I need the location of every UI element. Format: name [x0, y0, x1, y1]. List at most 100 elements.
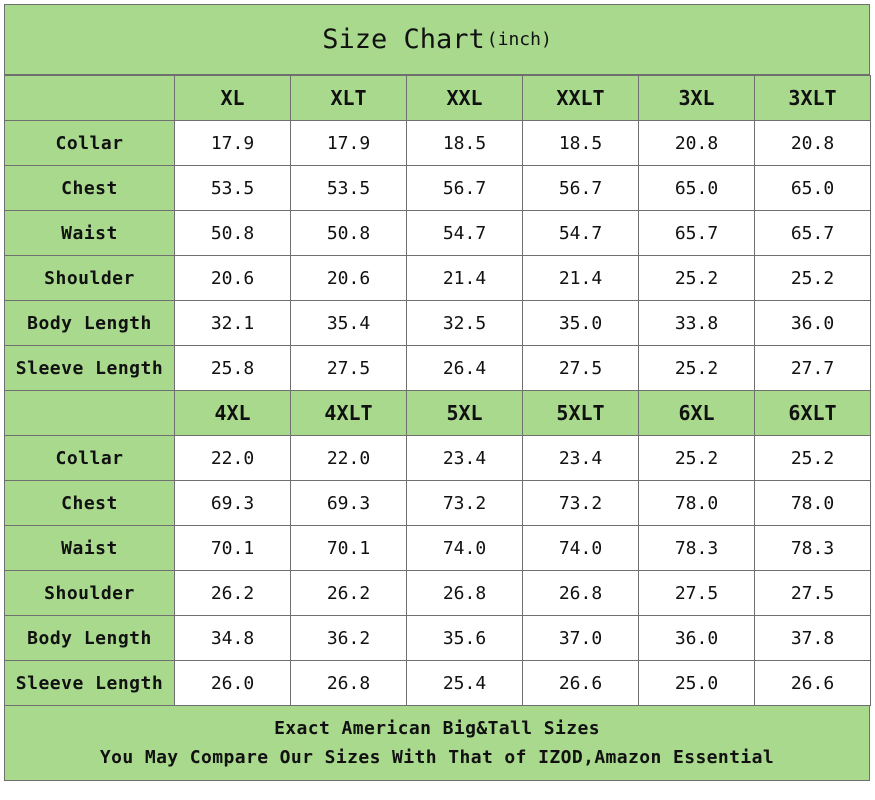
size-header-cell: 5XLT	[522, 390, 639, 436]
measurement-value: 36.2	[290, 615, 407, 661]
measurement-value: 26.8	[406, 570, 523, 616]
measurement-value: 32.5	[406, 300, 523, 346]
measurement-value: 26.6	[522, 660, 639, 706]
table-row: Shoulder 26.2 26.2 26.8 26.8 27.5 27.5	[4, 570, 871, 616]
measurement-value: 18.5	[406, 120, 523, 166]
measurement-value: 65.0	[638, 165, 755, 211]
table-row: Waist 70.1 70.1 74.0 74.0 78.3 78.3	[4, 525, 871, 571]
measurement-value: 69.3	[290, 480, 407, 526]
measurement-value: 54.7	[406, 210, 523, 256]
measurement-value: 25.2	[754, 435, 871, 481]
measurement-label: Chest	[4, 165, 175, 211]
measurement-label: Waist	[4, 525, 175, 571]
measurement-value: 26.8	[290, 660, 407, 706]
header-corner-cell	[4, 390, 175, 436]
measurement-value: 65.7	[638, 210, 755, 256]
measurement-label: Sleeve Length	[4, 660, 175, 706]
measurement-value: 69.3	[174, 480, 291, 526]
measurement-value: 26.2	[174, 570, 291, 616]
measurement-value: 53.5	[290, 165, 407, 211]
table-row: Collar 17.9 17.9 18.5 18.5 20.8 20.8	[4, 120, 871, 166]
measurement-value: 20.8	[754, 120, 871, 166]
measurement-value: 73.2	[406, 480, 523, 526]
measurement-value: 78.3	[754, 525, 871, 571]
size-header-row: 4XL 4XLT 5XL 5XLT 6XL 6XLT	[4, 390, 871, 436]
measurement-label: Shoulder	[4, 255, 175, 301]
size-header-cell: XXL	[406, 75, 523, 121]
footer-line-1: Exact American Big&Tall Sizes	[274, 718, 600, 739]
size-header-cell: 6XL	[638, 390, 755, 436]
measurement-value: 65.7	[754, 210, 871, 256]
measurement-value: 78.0	[638, 480, 755, 526]
measurement-value: 36.0	[754, 300, 871, 346]
measurement-value: 35.6	[406, 615, 523, 661]
measurement-value: 25.2	[638, 435, 755, 481]
size-chart: Size Chart (inch) XL XLT XXL XXLT 3XL 3XLT Coll…	[4, 4, 871, 796]
measurement-value: 23.4	[522, 435, 639, 481]
measurement-value: 33.8	[638, 300, 755, 346]
size-table: XL XLT XXL XXLT 3XL 3XLT Collar 17.9 17.9 18.5 18.…	[4, 75, 871, 706]
header-corner-cell	[4, 75, 175, 121]
size-header-cell: XL	[174, 75, 291, 121]
measurement-value: 70.1	[290, 525, 407, 571]
measurement-value: 74.0	[522, 525, 639, 571]
chart-title: Size Chart (inch)	[4, 4, 870, 75]
measurement-value: 34.8	[174, 615, 291, 661]
table-row: Waist 50.8 50.8 54.7 54.7 65.7 65.7	[4, 210, 871, 256]
measurement-value: 37.8	[754, 615, 871, 661]
measurement-value: 25.0	[638, 660, 755, 706]
table-row: Shoulder 20.6 20.6 21.4 21.4 25.2 25.2	[4, 255, 871, 301]
table-row: Sleeve Length 25.8 27.5 26.4 27.5 25.2 27.7	[4, 345, 871, 391]
size-header-cell: 3XL	[638, 75, 755, 121]
measurement-value: 56.7	[406, 165, 523, 211]
size-header-cell: XXLT	[522, 75, 639, 121]
measurement-label: Chest	[4, 480, 175, 526]
measurement-label: Shoulder	[4, 570, 175, 616]
measurement-label: Waist	[4, 210, 175, 256]
size-header-cell: 4XL	[174, 390, 291, 436]
size-header-cell: 6XLT	[754, 390, 871, 436]
measurement-value: 26.2	[290, 570, 407, 616]
measurement-value: 27.5	[638, 570, 755, 616]
measurement-value: 20.6	[290, 255, 407, 301]
measurement-value: 17.9	[174, 120, 291, 166]
measurement-value: 50.8	[174, 210, 291, 256]
measurement-value: 26.4	[406, 345, 523, 391]
measurement-label: Sleeve Length	[4, 345, 175, 391]
measurement-value: 22.0	[174, 435, 291, 481]
table-row: Collar 22.0 22.0 23.4 23.4 25.2 25.2	[4, 435, 871, 481]
measurement-label: Body Length	[4, 300, 175, 346]
measurement-label: Collar	[4, 435, 175, 481]
measurement-value: 70.1	[174, 525, 291, 571]
size-table-body: XL XLT XXL XXLT 3XL 3XLT Collar 17.9 17.9 18.5 18.…	[4, 75, 871, 706]
measurement-value: 23.4	[406, 435, 523, 481]
measurement-value: 17.9	[290, 120, 407, 166]
measurement-value: 26.8	[522, 570, 639, 616]
footer-note: Exact American Big&Tall Sizes You May Co…	[4, 706, 870, 781]
measurement-value: 78.3	[638, 525, 755, 571]
measurement-value: 26.0	[174, 660, 291, 706]
measurement-value: 20.6	[174, 255, 291, 301]
footer-line-2: You May Compare Our Sizes With That of I…	[99, 747, 775, 768]
measurement-value: 73.2	[522, 480, 639, 526]
measurement-value: 50.8	[290, 210, 407, 256]
measurement-value: 27.5	[522, 345, 639, 391]
measurement-value: 21.4	[406, 255, 523, 301]
measurement-value: 27.5	[754, 570, 871, 616]
measurement-value: 25.8	[174, 345, 291, 391]
chart-title-text: Size Chart	[322, 24, 485, 55]
measurement-value: 27.5	[290, 345, 407, 391]
measurement-value: 78.0	[754, 480, 871, 526]
measurement-value: 25.2	[754, 255, 871, 301]
size-header-row: XL XLT XXL XXLT 3XL 3XLT	[4, 75, 871, 121]
measurement-value: 37.0	[522, 615, 639, 661]
measurement-value: 27.7	[754, 345, 871, 391]
size-header-cell: 4XLT	[290, 390, 407, 436]
table-row: Chest 53.5 53.5 56.7 56.7 65.0 65.0	[4, 165, 871, 211]
measurement-value: 25.4	[406, 660, 523, 706]
measurement-label: Body Length	[4, 615, 175, 661]
measurement-value: 35.0	[522, 300, 639, 346]
measurement-value: 18.5	[522, 120, 639, 166]
measurement-value: 35.4	[290, 300, 407, 346]
measurement-value: 32.1	[174, 300, 291, 346]
